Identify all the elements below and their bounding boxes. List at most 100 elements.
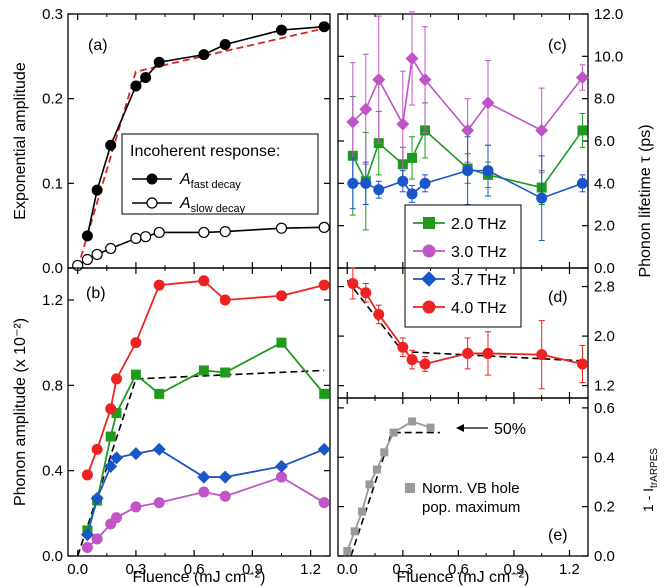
legend-entry-a: Aslow decay (179, 195, 246, 215)
y-axis-label-sub: trARPES (649, 448, 660, 488)
legend-entry-c: 4.0 THz (451, 300, 507, 317)
legend-entry-e: Norm. VB hole (422, 480, 520, 497)
panel-label-c: (c) (548, 37, 567, 54)
data-point-a-1 (81, 253, 94, 266)
data-point-a-0 (130, 80, 142, 92)
legend-entry-a: Afast decay (179, 171, 241, 191)
data-point-a-0 (198, 49, 210, 61)
y-tick-label: 0.2 (42, 91, 63, 108)
data-point-b-1 (81, 541, 93, 553)
data-point-b-2 (104, 459, 118, 473)
y-tick-label: 0.0 (594, 260, 615, 277)
y-tick-label: 2.0 (594, 328, 615, 345)
data-point-c-1 (418, 73, 432, 87)
x-tick-label: 0.6 (184, 561, 205, 578)
fit-line-a (76, 27, 325, 269)
data-point-c-2 (462, 165, 474, 177)
data-point-b-2 (152, 442, 166, 456)
legend-entry-c: 3.7 THz (451, 272, 507, 289)
data-point-b-2 (110, 451, 124, 465)
y-tick-label: 6.0 (594, 133, 615, 150)
y-tick-label: 2.8 (594, 279, 615, 296)
data-point-c-0 (577, 125, 588, 136)
data-point-c-2 (576, 177, 588, 189)
data-point-a-1 (105, 242, 117, 255)
data-point-e (365, 480, 374, 489)
series-line-a-0 (86, 25, 325, 236)
y-axis-label-a: Exponential amplitude (12, 62, 29, 220)
data-point-c-1 (575, 71, 589, 84)
x-tick-label: 0.3 (392, 561, 413, 578)
data-point-b-2 (80, 528, 94, 542)
data-point-b-1 (275, 471, 287, 483)
y-axis-label-c: Phonon lifetime τ (ps) (637, 124, 654, 277)
data-point-b-1 (198, 486, 210, 498)
data-point-c-1 (372, 73, 386, 87)
data-point-d (419, 358, 431, 370)
data-point-e (343, 547, 352, 556)
series-line-b-1 (86, 476, 325, 549)
data-point-c-1 (346, 115, 360, 129)
data-point-c-2 (536, 192, 548, 204)
data-point-e (358, 507, 367, 516)
data-point-b-2 (129, 447, 143, 461)
data-point-c-1 (405, 51, 419, 65)
data-point-a-1 (318, 221, 330, 233)
data-point-e (389, 428, 398, 437)
legend-entry-c: 2.0 THz (451, 216, 507, 233)
data-point-c-1 (481, 96, 495, 110)
legend-marker-c (421, 271, 437, 287)
data-point-b-1 (153, 497, 165, 509)
x-axis-label-b: Fluence (mJ cm⁻²) (133, 569, 266, 586)
panel-e-frame (337, 397, 589, 557)
data-point-a-0 (318, 21, 330, 33)
annotation-text: 50% (494, 421, 526, 438)
annotation-arrowhead (456, 424, 464, 432)
y-tick-label: 0.2 (594, 499, 615, 516)
data-point-b-0 (276, 337, 287, 348)
legend-marker-c (422, 244, 436, 258)
data-point-c-1 (461, 123, 475, 137)
panel-b-frame (67, 267, 331, 557)
data-point-e (426, 423, 435, 432)
y-tick-label: 0.0 (42, 548, 63, 565)
y-tick-label: 2.0 (594, 218, 615, 235)
data-point-d (406, 354, 418, 366)
x-tick-label: 0.6 (448, 561, 469, 578)
data-point-b-3 (318, 279, 330, 291)
data-point-b-0 (105, 431, 116, 442)
y-tick-label: 1.2 (42, 292, 63, 309)
data-point-b-3 (91, 443, 103, 455)
y-tick-label: 0.8 (42, 377, 63, 394)
data-point-b-0 (220, 367, 231, 378)
y-tick-label: 0.0 (42, 260, 63, 277)
x-tick-label: 0.0 (67, 561, 88, 578)
data-point-c-2 (397, 175, 409, 187)
data-point-b-0 (154, 388, 165, 399)
data-point-b-0 (111, 408, 122, 419)
legend-entry-sub: slow decay (191, 203, 246, 215)
data-point-a-0 (275, 24, 287, 36)
data-point-b-2 (274, 459, 288, 473)
data-point-b-3 (219, 294, 231, 306)
y-tick-label: 8.0 (594, 91, 615, 108)
x-tick-label: 0.0 (337, 561, 358, 578)
data-point-d (397, 341, 409, 353)
data-point-c-1 (359, 102, 373, 116)
data-point-a-0 (153, 56, 165, 68)
data-point-e (408, 417, 417, 426)
data-point-d (536, 349, 548, 361)
data-point-a-1 (91, 248, 103, 261)
legend-entry-main: A (179, 195, 191, 212)
legend-entry-main: A (179, 171, 191, 188)
legend-marker-e (405, 483, 415, 493)
x-tick-label: 0.3 (125, 561, 146, 578)
data-point-a-0 (91, 184, 103, 196)
data-point-b-0 (319, 388, 330, 399)
data-point-b-1 (130, 501, 142, 513)
data-point-a-0 (81, 230, 93, 242)
y-tick-label: 0.1 (42, 175, 63, 192)
data-point-b-2 (218, 470, 232, 484)
data-point-b-1 (111, 512, 123, 524)
